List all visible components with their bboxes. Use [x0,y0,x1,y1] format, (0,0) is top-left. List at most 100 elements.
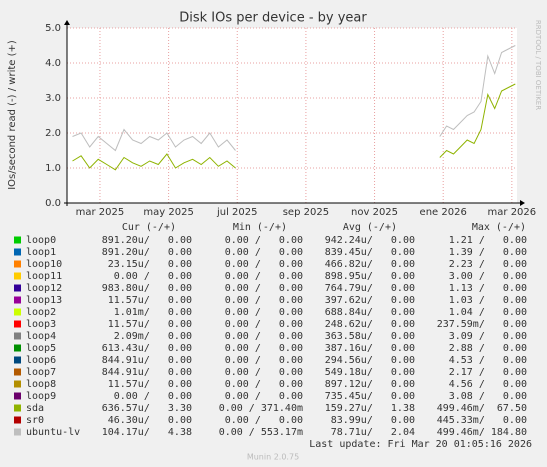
legend-stat: 735.45u/ 0.00 [325,391,415,402]
legend-stat: 499.46m/ 67.50 [437,403,527,414]
legend-label: loop4 [26,331,56,342]
legend-stat: 3.08 / 0.00 [449,391,527,402]
legend-stat: 2.88 / 0.00 [449,343,527,354]
legend-label: loop3 [26,319,56,330]
series-line [72,83,516,171]
legend-stat: 891.20u/ 0.00 [102,247,192,258]
legend-swatch [14,416,21,424]
legend-swatch [14,344,21,352]
legend-stat: 4.56 / 0.00 [449,379,527,390]
legend-label: loop11 [26,271,62,282]
legend-swatch [14,320,21,328]
x-axis-arrow [520,200,525,206]
legend-stat: 11.57u/ 0.00 [108,319,192,330]
legend-header: Cur (-/+) [122,222,176,233]
legend-stat: 363.58u/ 0.00 [325,331,415,342]
legend-stat: 0.00 / 0.00 [225,319,303,330]
watermark: RRDTOOL / TOBI OETIKER [534,20,542,110]
series-line [72,45,516,152]
legend-stat: 104.17u/ 4.38 [102,427,192,438]
legend-swatch [14,368,21,376]
legend-stat: 764.79u/ 0.00 [325,283,415,294]
legend-stat: 83.99u/ 0.00 [331,415,415,426]
legend-stat: 942.24u/ 0.00 [325,235,415,246]
x-tick-label: ene 2026 [420,207,467,218]
legend-stat: 237.59m/ 0.00 [437,319,527,330]
legend-stat: 891.20u/ 0.00 [102,235,192,246]
legend-stat: 387.16u/ 0.00 [325,343,415,354]
legend-stat: 844.91u/ 0.00 [102,367,192,378]
x-tick-label: jul 2025 [216,207,258,218]
legend-swatch [14,296,21,304]
legend-stat: 0.00 / 0.00 [225,415,303,426]
legend-stat: 0.00 / 0.00 [225,247,303,258]
legend-label: loop7 [26,367,56,378]
legend-label: loop12 [26,283,62,294]
legend-stat: 499.46m/ 184.80 [437,427,527,438]
legend-stat: 397.62u/ 0.00 [325,295,415,306]
legend-header: Max (-/+) [472,222,526,233]
y-tick-label: 5.0 [45,23,61,34]
legend-header: Min (-/+) [233,222,287,233]
y-axis-label: IOs/second read (-) / write (+) [7,40,18,190]
legend-stat: 897.12u/ 0.00 [325,379,415,390]
legend-label: loop10 [26,259,62,270]
legend-swatch [14,248,21,256]
legend-stat: 466.82u/ 0.00 [325,259,415,270]
legend-stat: 0.00 / 0.00 [225,295,303,306]
legend-label: loop8 [26,379,56,390]
legend-stat: 3.00 / 0.00 [449,271,527,282]
legend-swatch [14,260,21,268]
legend-stat: 0.00 / 0.00 [225,271,303,282]
legend-stat: 0.00 / 553.17m [219,427,303,438]
legend-stat: 1.03 / 0.00 [449,295,527,306]
chart-title: Disk IOs per device - by year [179,11,367,26]
legend-stat: 4.53 / 0.00 [449,355,527,366]
x-tick-label: may 2025 [143,207,193,218]
legend-stat: 0.00 / 0.00 [225,367,303,378]
legend-stat: 688.84u/ 0.00 [325,307,415,318]
y-tick-label: 3.0 [45,93,61,104]
legend-stat: 0.00 / 371.40m [219,403,303,414]
legend-stat: 78.71u/ 2.04 [331,427,415,438]
legend-stat: 0.00 / 0.00 [225,391,303,402]
legend-label: loop6 [26,355,56,366]
y-axis-arrow [64,20,70,25]
legend-stat: 3.09 / 0.00 [449,331,527,342]
legend-swatch [14,356,21,364]
legend-label: loop0 [26,235,56,246]
x-tick-label: sep 2025 [283,207,329,218]
legend-stat: 983.80u/ 0.00 [102,283,192,294]
legend-stat: 159.27u/ 1.38 [325,403,415,414]
legend-label: sda [26,403,44,414]
x-tick-label: mar 2026 [488,207,537,218]
legend-stat: 0.00 / 0.00 [225,307,303,318]
x-tick-label: nov 2025 [351,207,398,218]
legend-label: loop2 [26,307,56,318]
legend-label: ubuntu-lv [26,427,80,438]
legend-stat: 23.15u/ 0.00 [108,259,192,270]
legend-stat: 613.43u/ 0.00 [102,343,192,354]
legend-stat: 2.09m/ 0.00 [114,331,192,342]
legend-stat: 248.62u/ 0.00 [325,319,415,330]
legend-label: loop9 [26,391,56,402]
legend-swatch [14,428,21,436]
footer: Munin 2.0.75 [247,453,299,462]
legend-stat: 0.00 / 0.00 [114,391,192,402]
y-tick-label: 0.0 [45,198,61,209]
x-tick-label: mar 2025 [76,207,125,218]
legend-stat: 0.00 / 0.00 [225,259,303,270]
legend-stat: 1.04 / 0.00 [449,307,527,318]
legend-swatch [14,392,21,400]
legend-label: loop13 [26,295,62,306]
legend-swatch [14,308,21,316]
plot-area [67,28,517,203]
legend-stat: 46.30u/ 0.00 [108,415,192,426]
y-tick-label: 1.0 [45,163,61,174]
legend-stat: 0.00 / 0.00 [225,343,303,354]
legend-stat: 0.00 / 0.00 [225,331,303,342]
legend-stat: 294.56u/ 0.00 [325,355,415,366]
legend-swatch [14,332,21,340]
legend-stat: 1.01m/ 0.00 [114,307,192,318]
